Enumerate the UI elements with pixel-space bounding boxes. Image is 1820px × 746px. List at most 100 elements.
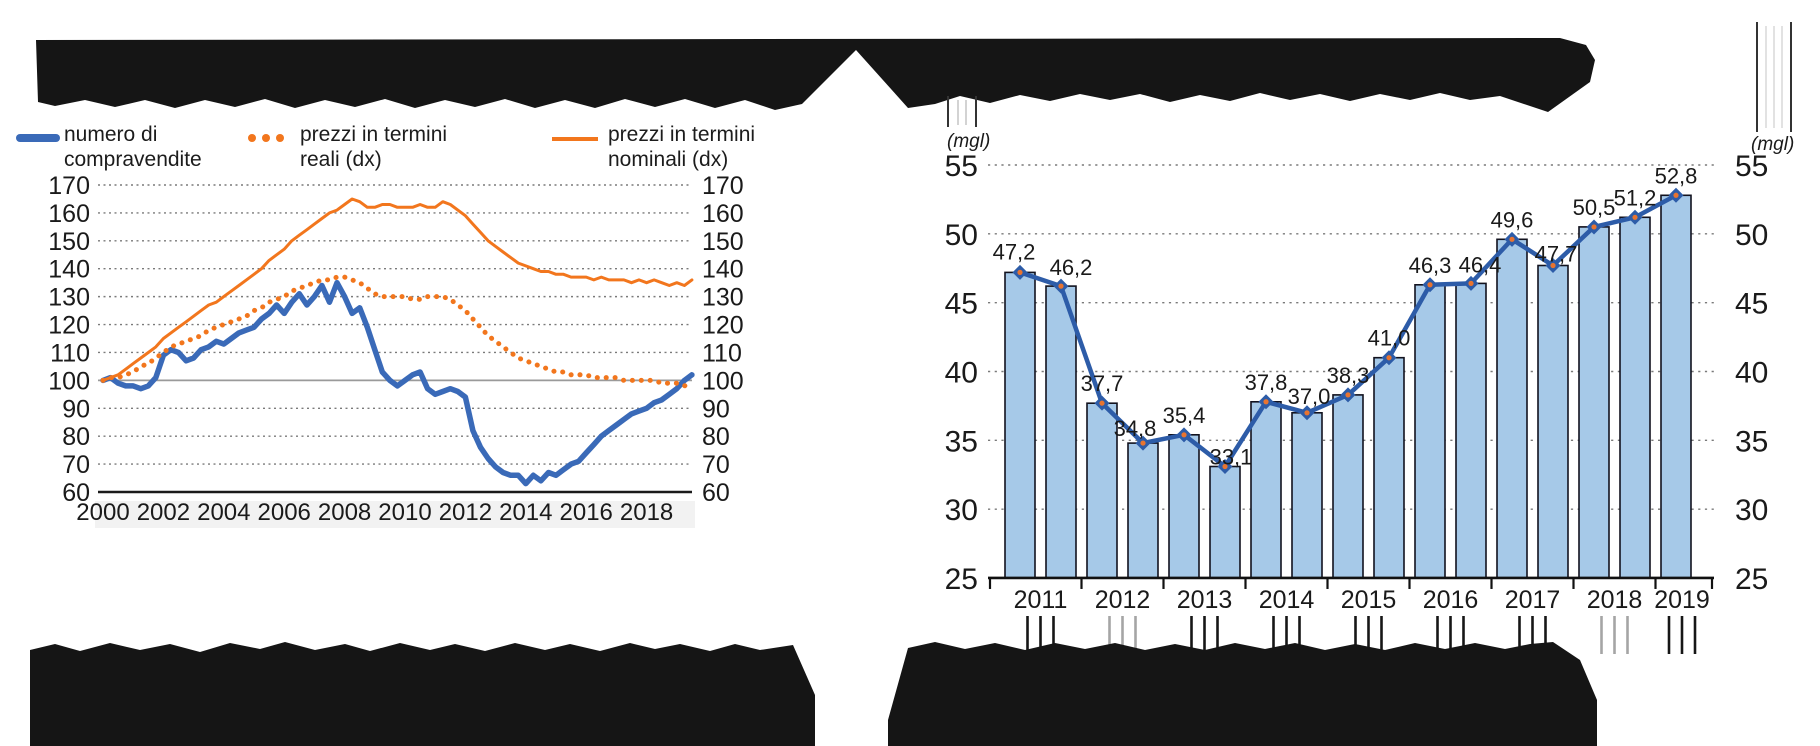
legend-label: prezzi in termini reali (dx) — [300, 123, 448, 171]
svg-text:130: 130 — [702, 284, 744, 312]
right-chart-unit-labels: (mgl) (mgl) — [947, 131, 1794, 155]
left-line-chart: 1701601501401301201101009080706017016015… — [48, 172, 744, 528]
svg-text:70: 70 — [62, 451, 90, 479]
svg-text:160: 160 — [702, 200, 744, 228]
svg-text:2012: 2012 — [439, 499, 492, 526]
right-chart-y-axis-left: 55 50 45 40 35 30 25 — [945, 150, 978, 596]
svg-text:33,1: 33,1 — [1210, 444, 1253, 469]
svg-text:2014: 2014 — [1259, 586, 1315, 614]
svg-text:150: 150 — [48, 228, 90, 256]
legend-label: numero di compravendite — [64, 123, 202, 171]
svg-text:2013: 2013 — [1177, 586, 1233, 614]
svg-text:2004: 2004 — [197, 499, 250, 526]
overlay-line-markers — [1012, 187, 1684, 474]
svg-text:46,2: 46,2 — [1050, 255, 1093, 280]
svg-text:34,8: 34,8 — [1114, 416, 1157, 441]
svg-text:25: 25 — [1735, 563, 1768, 596]
bar — [1004, 271, 1036, 579]
svg-text:2000: 2000 — [76, 499, 129, 526]
svg-text:35: 35 — [945, 425, 978, 458]
series-solid-thick — [100, 279, 695, 487]
svg-text:110: 110 — [50, 339, 90, 367]
svg-text:(mgl): (mgl) — [947, 131, 990, 152]
left-chart-grid — [98, 184, 692, 494]
svg-text:52,8: 52,8 — [1655, 163, 1698, 188]
bar — [1086, 402, 1118, 579]
svg-text:170: 170 — [702, 172, 744, 200]
bar — [1168, 433, 1200, 579]
svg-text:40: 40 — [945, 356, 978, 389]
blue-line-swatch-icon — [16, 134, 60, 142]
redacted-title-block — [36, 22, 1792, 132]
svg-text:80: 80 — [702, 423, 730, 451]
svg-text:2002: 2002 — [137, 499, 190, 526]
bar — [1496, 238, 1528, 579]
svg-text:160: 160 — [48, 200, 90, 228]
svg-text:2006: 2006 — [258, 499, 311, 526]
svg-text:41,0: 41,0 — [1368, 326, 1411, 351]
right-chart-y-axis-right: 55 50 45 40 35 30 25 — [1735, 150, 1768, 596]
redaction-artifact-lines-right — [1756, 22, 1792, 132]
svg-text:120: 120 — [48, 312, 90, 340]
redaction-artifact-lines-left — [947, 96, 977, 127]
svg-text:50,5: 50,5 — [1573, 195, 1616, 220]
bar — [1045, 285, 1077, 579]
svg-text:35: 35 — [1735, 425, 1768, 458]
svg-text:47,2: 47,2 — [993, 239, 1036, 264]
svg-text:70: 70 — [702, 451, 730, 479]
svg-text:2016: 2016 — [1423, 586, 1479, 614]
svg-text:60: 60 — [702, 479, 730, 507]
svg-text:90: 90 — [62, 395, 90, 423]
svg-text:30: 30 — [945, 494, 978, 527]
right-chart-x-axis: 2011 2012 2013 2014 2015 2016 2017 2018 2019 — [1014, 586, 1710, 614]
redaction-shape-bottom-right — [888, 642, 1597, 746]
svg-text:37,0: 37,0 — [1288, 384, 1331, 409]
svg-text:2014: 2014 — [499, 499, 552, 526]
left-chart-legend: numero di compravendite prezzi in termin… — [0, 0, 790, 171]
bar — [1578, 226, 1610, 579]
svg-text:46,3: 46,3 — [1409, 253, 1452, 278]
bar — [1537, 264, 1569, 579]
svg-text:130: 130 — [48, 284, 90, 312]
bar — [1291, 411, 1323, 579]
svg-text:110: 110 — [702, 339, 742, 367]
svg-text:49,6: 49,6 — [1491, 207, 1534, 232]
left-chart-series — [100, 197, 695, 487]
bar — [1373, 356, 1405, 579]
svg-text:25: 25 — [945, 563, 978, 596]
orange-line-swatch-icon — [552, 137, 598, 141]
bar — [1455, 282, 1487, 579]
left-chart-x-axis: 2000 2002 2004 2006 2008 2010 2012 2014 2016 2018 — [76, 499, 673, 526]
svg-text:47,7: 47,7 — [1535, 241, 1578, 266]
svg-text:46,4: 46,4 — [1459, 252, 1502, 277]
svg-text:2011: 2011 — [1014, 586, 1068, 614]
bar — [1250, 400, 1282, 579]
svg-text:100: 100 — [702, 367, 744, 395]
svg-text:2012: 2012 — [1095, 586, 1151, 614]
redaction-shape-bottom-left — [30, 642, 815, 746]
svg-text:60: 60 — [62, 479, 90, 507]
bar — [1619, 216, 1651, 579]
svg-text:2010: 2010 — [378, 499, 431, 526]
right-chart-x-ticks — [988, 577, 1714, 589]
series-solid — [101, 197, 694, 382]
svg-text:2017: 2017 — [1505, 586, 1561, 614]
legend-label: prezzi in termini nominali (dx) — [608, 123, 756, 171]
svg-text:140: 140 — [48, 256, 90, 284]
svg-text:2018: 2018 — [620, 499, 673, 526]
orange-dotted-swatch-icon — [248, 134, 284, 142]
svg-text:40: 40 — [1735, 356, 1768, 389]
svg-text:150: 150 — [702, 228, 744, 256]
svg-text:50: 50 — [1735, 219, 1768, 252]
svg-text:100: 100 — [48, 367, 90, 395]
svg-text:55: 55 — [945, 150, 978, 183]
svg-text:35,4: 35,4 — [1163, 403, 1206, 428]
svg-text:140: 140 — [702, 256, 744, 284]
svg-text:38,3: 38,3 — [1327, 363, 1370, 388]
bar — [1209, 465, 1241, 579]
svg-text:45: 45 — [945, 288, 978, 321]
svg-text:170: 170 — [48, 172, 90, 200]
